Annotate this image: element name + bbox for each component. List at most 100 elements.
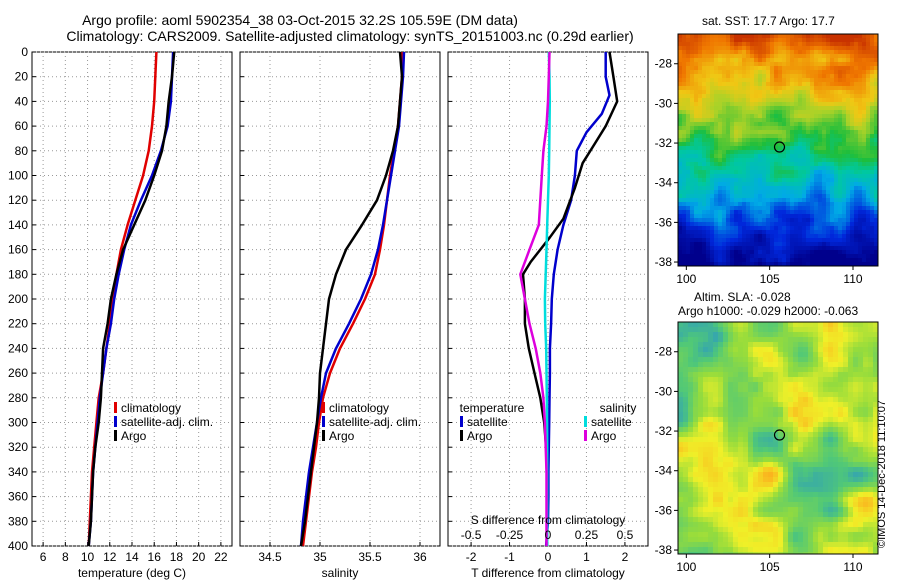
sst-map-cell [854,246,859,251]
sst-map-cell [698,206,703,211]
depth-tick-label: 360 [8,490,28,504]
sla-map-cell [763,347,769,353]
sst-map-cell [698,198,703,203]
sla-map-cell [823,482,829,488]
sst-map-cell [806,222,811,227]
sst-map-cell [818,158,823,163]
sst-map-cell [830,82,835,87]
sst-map-cell [826,174,831,179]
sst-map-cell [874,254,879,259]
sst-map-cell [782,218,787,223]
sst-map-cell [774,102,779,107]
sst-map-cell [786,246,791,251]
sst-map-cell [822,110,827,115]
sla-map-cell [693,352,699,358]
sla-map-cell [863,497,869,503]
sla-map-cell [873,507,879,513]
sst-map-cell [718,78,723,83]
sla-map-cell [753,377,759,383]
sst-map-cell [718,158,723,163]
sla-map-cell [813,392,819,398]
sla-map-cell [773,402,779,408]
sla-map-cell [693,387,699,393]
sst-map-cell [730,106,735,111]
sla-map-cell [743,472,749,478]
sla-map-cell [743,502,749,508]
sst-map-cell [834,230,839,235]
sla-map-cell [793,427,799,433]
sla-map-cell [798,347,804,353]
sst-map-cell [850,62,855,67]
sst-map-cell [830,218,835,223]
sla-map-cell [718,427,724,433]
sst-map-cell [770,130,775,135]
sst-map-cell [762,46,767,51]
sst-map-cell [866,170,871,175]
sst-map-cell [782,158,787,163]
sst-map-cell [794,134,799,139]
sla-map-cell [678,382,684,388]
sla-map-cell [798,457,804,463]
sla-map-cell [678,547,684,553]
sla-map-cell [678,462,684,468]
sla-map-cell [678,517,684,523]
sst-map-cell [750,42,755,47]
sla-map-cell [858,377,864,383]
sla-map-cell [773,437,779,443]
sla-map-cell [843,507,849,513]
sla-map-cell [743,352,749,358]
sst-map-cell [814,226,819,231]
sla-map-cell [808,372,814,378]
sst-map-cell [750,230,755,235]
sla-map-cell [798,502,804,508]
sla-map-cell [733,497,739,503]
sla-map-cell [698,517,704,523]
sst-map-cell [690,242,695,247]
sst-map-cell [726,198,731,203]
sla-map-cell [733,402,739,408]
sst-map-cell [834,154,839,159]
sst-map-cell [842,62,847,67]
sst-map-cell [726,114,731,119]
sla-map-cell [818,472,824,478]
sst-map-cell [718,198,723,203]
sst-map-cell [686,222,691,227]
sla-map-cell [813,397,819,403]
sla-map-cell [703,392,709,398]
sst-map-cell [738,186,743,191]
sla-map-cell [678,492,684,498]
sst-map-cell [690,110,695,115]
sla-map-cell [748,457,754,463]
sst-map-cell [798,138,803,143]
legend-swatch-cyan [584,416,587,427]
sst-map-cell [698,134,703,139]
sla-map-cell [708,542,714,548]
sst-map-cell [734,254,739,259]
sst-map-cell [806,238,811,243]
sst-map-cell [866,126,871,131]
sla-map-cell [723,382,729,388]
sst-map-cell [750,206,755,211]
sla-map-cell [748,472,754,478]
sst-map-cell [842,50,847,55]
sst-map-cell [818,154,823,159]
sst-map-cell [686,142,691,147]
sla-map-cell [838,442,844,448]
sst-map-cell [738,218,743,223]
sla-map-cell [708,422,714,428]
sst-map-cell [726,182,731,187]
sla-map-cell [678,372,684,378]
sla-map-cell [758,377,764,383]
sla-map-cell [723,397,729,403]
sla-map-cell [853,462,859,468]
sla-map-cell [758,432,764,438]
sst-map-cell [686,78,691,83]
sst-map-cell [726,242,731,247]
sst-map-cell [734,262,739,267]
sst-map-cell [874,38,879,43]
sst-map-cell [874,118,879,123]
sst-map-cell [802,190,807,195]
sst-map-cell [850,42,855,47]
sst-map-cell [786,186,791,191]
sst-map-cell [874,126,879,131]
